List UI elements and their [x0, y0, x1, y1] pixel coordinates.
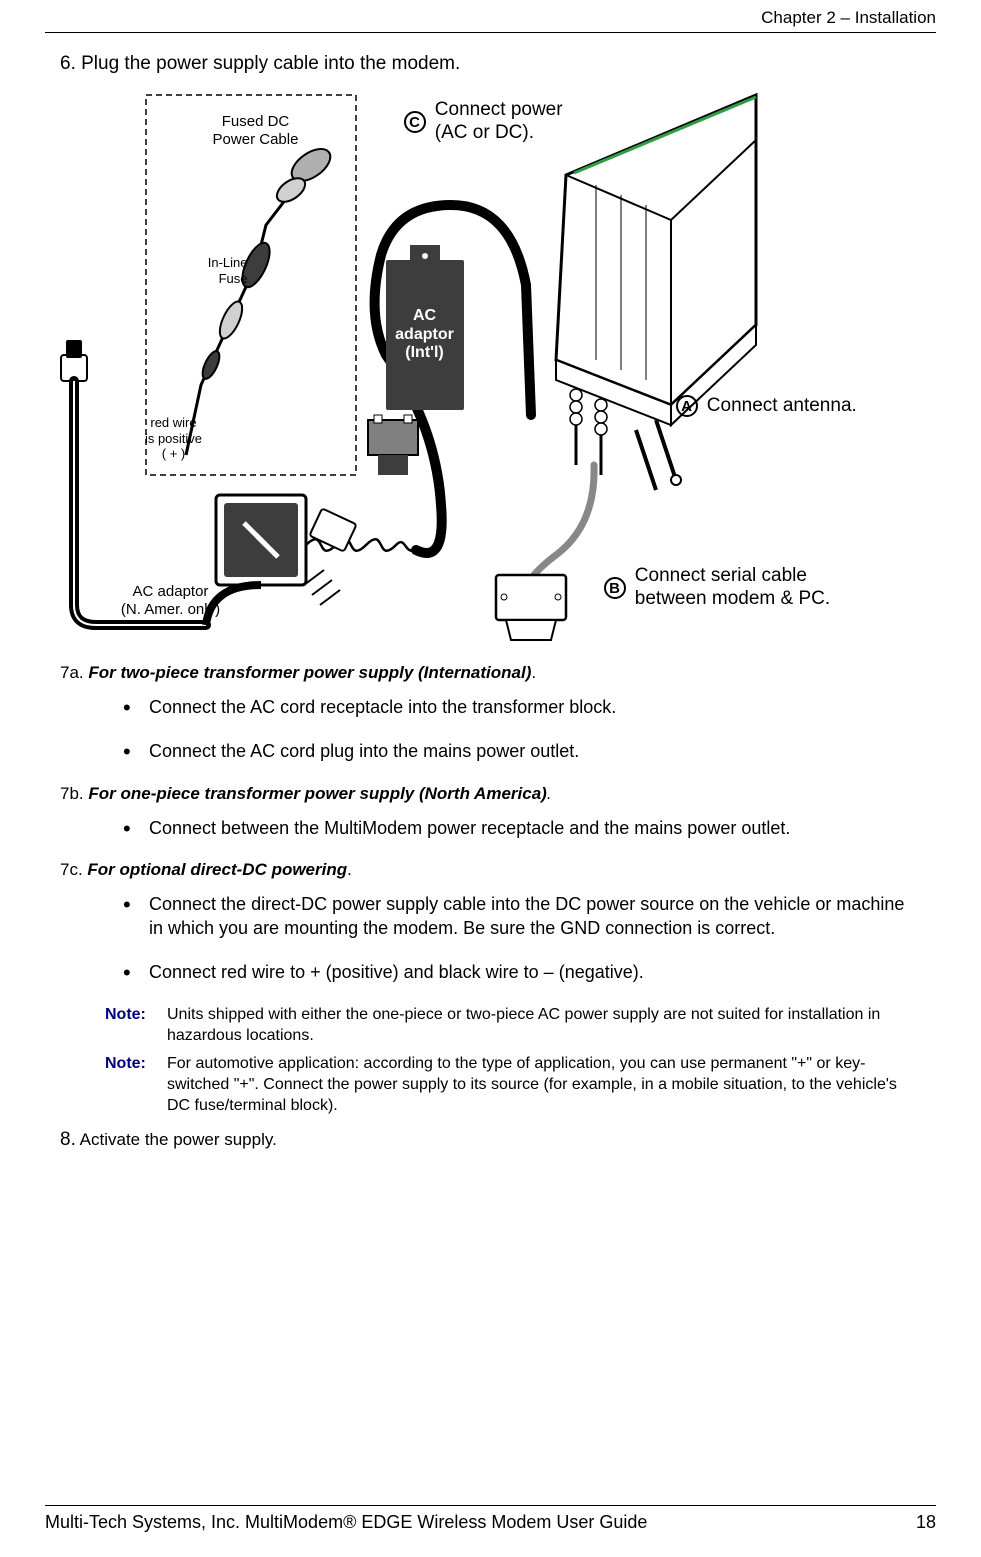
callout-a-text: Connect antenna. — [707, 395, 857, 418]
note-1: Note: Units shipped with either the one-… — [105, 1005, 916, 1047]
circle-b-icon: B — [604, 577, 626, 599]
step-8-text: Activate the power supply. — [76, 1130, 277, 1149]
heading-7c-suffix: . — [347, 860, 352, 879]
step-6-text: 6. Plug the power supply cable into the … — [60, 53, 936, 75]
list-item: Connect the AC cord receptacle into the … — [123, 695, 906, 719]
list-item: Connect the AC cord plug into the mains … — [123, 739, 906, 763]
list-item: Connect red wire to + (positive) and bla… — [123, 960, 906, 984]
ac-adaptor-na-label: AC adaptor (N. Amer. only) — [111, 583, 231, 619]
note-label: Note: — [105, 1005, 161, 1047]
heading-7a: 7a. For two-piece transformer power supp… — [60, 663, 936, 683]
footer-page-number: 18 — [916, 1512, 936, 1533]
callout-b-text: Connect serial cable between modem & PC. — [635, 565, 830, 611]
callout-a: A Connect antenna. — [676, 395, 926, 418]
heading-7a-ital: For two-piece transformer power supply (… — [88, 663, 531, 682]
heading-7a-prefix: 7a. — [60, 663, 88, 682]
heading-7c-ital: For optional direct-DC powering — [87, 860, 347, 879]
heading-7c-prefix: 7c. — [60, 860, 87, 879]
inline-fuse-label: In-Line Fuse — [188, 255, 248, 286]
red-wire-label: red wire is positive ( + ) — [134, 415, 214, 462]
footer-left: Multi-Tech Systems, Inc. MultiModem® EDG… — [45, 1512, 647, 1533]
fused-dc-label: Fused DC Power Cable — [196, 113, 316, 149]
step-8: 8. Activate the power supply. — [60, 1129, 936, 1151]
step-8-num: 8. — [60, 1129, 76, 1150]
note-label: Note: — [105, 1054, 161, 1116]
heading-7b-ital: For one-piece transformer power supply (… — [88, 784, 546, 803]
chapter-label: Chapter 2 – Installation — [761, 8, 936, 28]
heading-7c: 7c. For optional direct-DC powering. — [60, 860, 936, 880]
heading-7b: 7b. For one-piece transformer power supp… — [60, 784, 936, 804]
ac-adaptor-intl-label: AC adaptor (Int'l) — [395, 307, 454, 362]
list-item: Connect between the MultiModem power rec… — [123, 816, 906, 840]
page-header: Chapter 2 – Installation — [45, 0, 936, 33]
callout-c-text: Connect power (AC or DC). — [435, 99, 563, 145]
note-2: Note: For automotive application: accord… — [105, 1054, 916, 1116]
heading-7a-suffix: . — [531, 663, 536, 682]
list-item: Connect the direct-DC power supply cable… — [123, 892, 906, 941]
installation-diagram: AC adaptor (Int'l) Fused DC Power Cable … — [56, 85, 926, 645]
callout-b: B Connect serial cable between modem & P… — [604, 565, 914, 611]
circle-c-icon: C — [404, 111, 426, 133]
ac-block-led — [422, 253, 428, 259]
note-1-text: Units shipped with either the one-piece … — [161, 1005, 916, 1047]
page-footer: Multi-Tech Systems, Inc. MultiModem® EDG… — [45, 1505, 936, 1533]
circle-a-icon: A — [676, 395, 698, 417]
ac-adaptor-intl-block: AC adaptor (Int'l) — [386, 260, 464, 410]
heading-7b-prefix: 7b. — [60, 784, 88, 803]
page: Chapter 2 – Installation 6. Plug the pow… — [0, 0, 981, 1557]
diagram-svg — [56, 85, 926, 645]
list-7a: Connect the AC cord receptacle into the … — [123, 695, 906, 764]
list-7b: Connect between the MultiModem power rec… — [123, 816, 906, 840]
note-2-text: For automotive application: according to… — [161, 1054, 916, 1116]
list-7c: Connect the direct-DC power supply cable… — [123, 892, 906, 985]
heading-7b-suffix: . — [547, 784, 552, 803]
callout-c: C Connect power (AC or DC). — [404, 99, 624, 145]
